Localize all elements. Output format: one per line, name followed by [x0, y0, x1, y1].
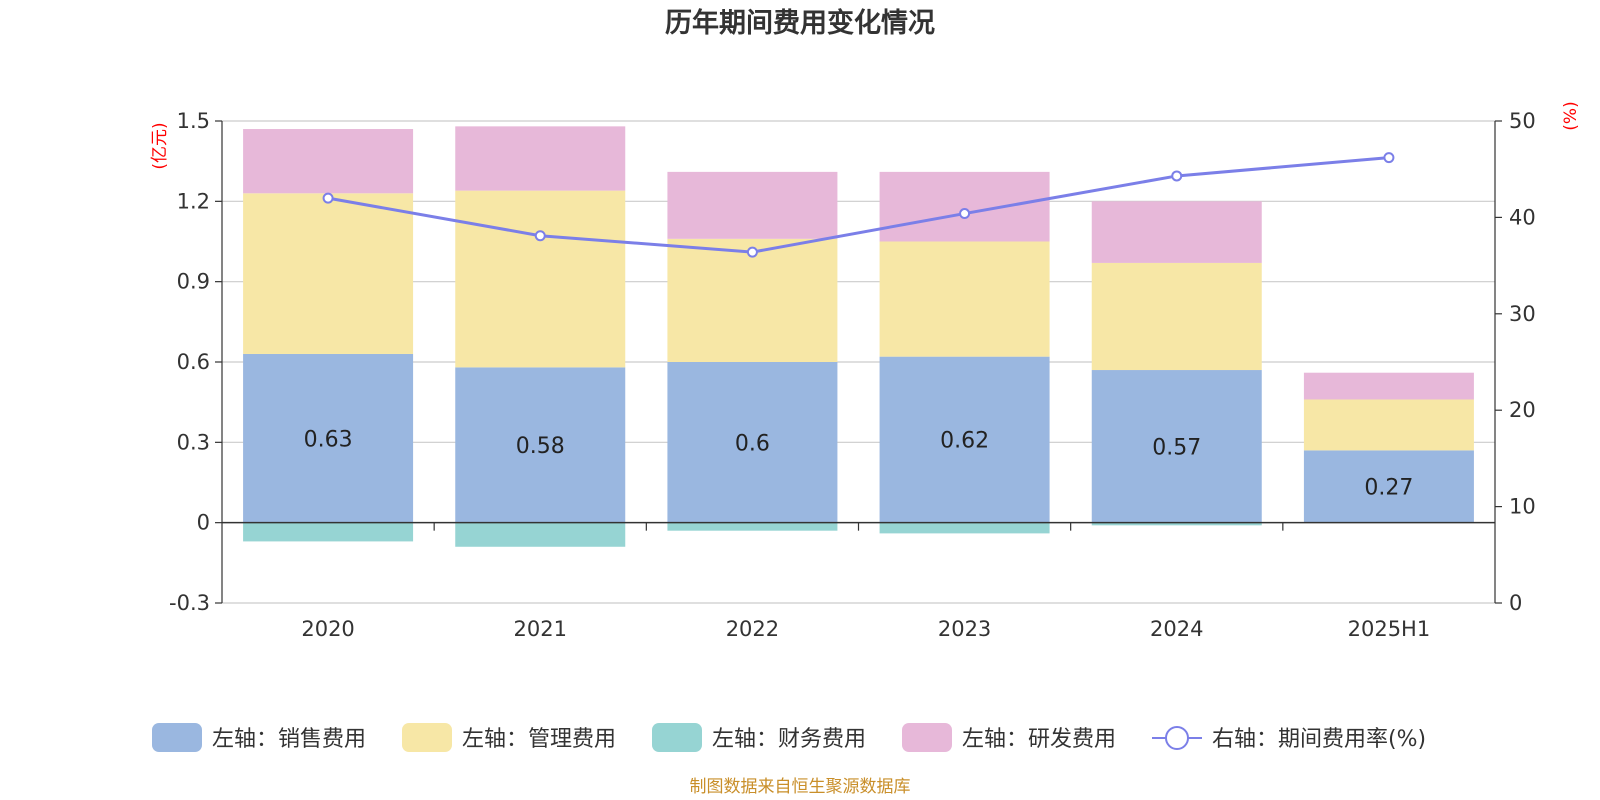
bar-segment: [243, 522, 414, 542]
legend-swatch: [652, 723, 702, 752]
legend-label: 左轴：财务费用: [712, 727, 866, 752]
bar-segment: [243, 193, 414, 354]
data-label: 0.63: [304, 427, 353, 452]
rate-line: [327, 156, 1390, 254]
category-label: 2023: [938, 617, 991, 641]
rate-point: [534, 230, 546, 242]
rate-point: [746, 246, 758, 258]
bar-segment: [1091, 370, 1262, 523]
legend-label: 左轴：研发费用: [962, 727, 1116, 752]
left-tick-label: -0.3: [169, 591, 210, 615]
bar-segment: [243, 353, 414, 523]
axes: -0.3 0 0.3 0.6 0.9 1.2 1.5 0 10 20 30 40 50 2020 2021 2…: [169, 109, 1536, 641]
bar-segment: [1303, 450, 1474, 523]
legend-label: 左轴：管理费用: [462, 727, 616, 752]
legend-label: 右轴：期间费用率(%): [1212, 727, 1426, 752]
category-label: 2020: [301, 617, 354, 641]
rate-point: [322, 192, 334, 204]
data-label: 0.6: [735, 431, 770, 456]
rate-point: [959, 208, 971, 220]
bar-segment: [455, 522, 626, 547]
bar-segment: [1303, 399, 1474, 451]
legend-marker: [1165, 726, 1189, 750]
data-label: 0.58: [516, 434, 565, 459]
bar-segment: [879, 356, 1050, 523]
bar-segment: [879, 171, 1050, 242]
left-tick-label: 1.2: [177, 189, 210, 213]
bar-segment: [667, 238, 838, 362]
category-label: 2024: [1150, 617, 1203, 641]
bar-segment: [455, 367, 626, 523]
left-tick-label: 0.6: [177, 350, 210, 374]
category-label: 2021: [514, 617, 567, 641]
data-label: 0.62: [940, 429, 989, 454]
right-tick-label: 50: [1509, 109, 1536, 133]
bar-segment: [667, 362, 838, 523]
data-label: 0.27: [1364, 476, 1413, 501]
rate-point: [1171, 170, 1183, 182]
bar-segment: [1091, 201, 1262, 263]
bar-segment: [1091, 262, 1262, 371]
legend-label: 左轴：销售费用: [212, 727, 366, 752]
right-axis-unit: (%): [1561, 101, 1581, 130]
right-tick-label: 30: [1509, 302, 1536, 326]
legend: 左轴：销售费用 左轴：管理费用 左轴：财务费用 左轴：研发费用 右轴：期间费用率(%): [152, 723, 1426, 752]
bar-segment: [243, 129, 414, 194]
source-note: 制图数据来自恒生聚源数据库: [690, 777, 911, 797]
legend-swatch: [152, 723, 202, 752]
legend-swatch: [402, 723, 452, 752]
category-label: 2022: [726, 617, 779, 641]
data-labels: 0.63 0.58 0.6 0.62 0.57 0.27: [304, 427, 1414, 500]
left-tick-label: 0: [197, 511, 210, 535]
rate-point: [1383, 152, 1395, 164]
bar-segment: [667, 171, 838, 239]
bar-segment: [879, 522, 1050, 534]
right-tick-label: 20: [1509, 398, 1536, 422]
left-tick-label: 1.5: [177, 109, 210, 133]
left-tick-label: 0.9: [177, 270, 210, 294]
bar-segment: [455, 190, 626, 368]
category-label: 2025H1: [1348, 617, 1431, 641]
right-tick-label: 10: [1509, 495, 1536, 519]
legend-swatch: [902, 723, 952, 752]
bar-series: [243, 126, 1474, 547]
left-tick-label: 0.3: [177, 430, 210, 454]
bar-segment: [1303, 372, 1474, 400]
gridlines: [222, 120, 1495, 604]
data-label: 0.57: [1152, 435, 1201, 460]
bar-segment: [455, 126, 626, 191]
chart-title: 历年期间费用变化情况: [665, 7, 935, 39]
bar-segment: [879, 241, 1050, 357]
right-tick-label: 40: [1509, 205, 1536, 229]
left-axis-unit: (亿元): [150, 122, 170, 169]
bar-segment: [1091, 522, 1262, 526]
line-series: [322, 152, 1395, 258]
bar-segment: [667, 522, 838, 531]
right-tick-label: 0: [1509, 591, 1522, 615]
